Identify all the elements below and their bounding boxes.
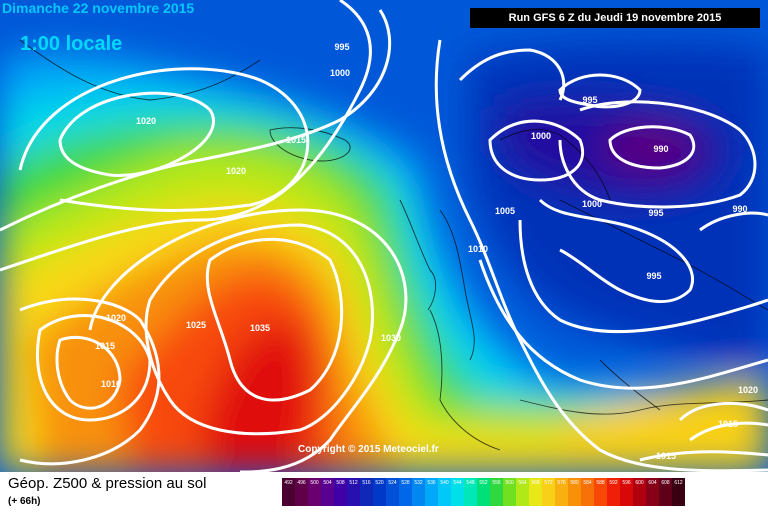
copyright-notice: Copyright © 2015 Meteociel.fr: [298, 444, 439, 455]
color-scale-cell: 560: [503, 478, 516, 506]
color-scale-cell: 572: [542, 478, 555, 506]
color-scale-label: 572: [544, 480, 553, 486]
isobar-label: 1005: [494, 206, 516, 216]
color-scale-cell: 552: [477, 478, 490, 506]
isobar-label: 1015: [655, 451, 677, 461]
isobar-label: 1015: [94, 341, 116, 351]
isobar-label: 1010: [100, 379, 122, 389]
color-scale-label: 504: [323, 480, 332, 486]
color-scale-cell: 584: [581, 478, 594, 506]
color-scale-label: 516: [362, 480, 371, 486]
color-scale-label: 508: [336, 480, 345, 486]
forecast-time: 1:00 locale: [20, 33, 123, 55]
color-scale-label: 556: [492, 480, 501, 486]
isobar-label: 1020: [225, 166, 247, 176]
color-scale-label: 524: [388, 480, 397, 486]
color-scale-label: 592: [609, 480, 618, 486]
color-scale-label: 588: [596, 480, 605, 486]
isobar-label: 1035: [249, 323, 271, 333]
color-scale-cell: 520: [373, 478, 386, 506]
color-scale-cell: 568: [529, 478, 542, 506]
forecast-date: Dimanche 22 novembre 2015: [2, 0, 195, 16]
color-scale-cell: 544: [451, 478, 464, 506]
isobar-label: 995: [582, 95, 598, 105]
isobar-label: 1020: [737, 385, 759, 395]
color-scale-label: 600: [635, 480, 644, 486]
isobar-label: 995: [646, 271, 662, 281]
color-scale-cell: 548: [464, 478, 477, 506]
legend-bar: Géop. Z500 & pression au sol (+ 66h) 492…: [0, 472, 768, 512]
color-scale-label: 544: [453, 480, 462, 486]
color-scale-cell: 508: [334, 478, 347, 506]
isobar-label: 1000: [581, 199, 603, 209]
color-scale-cell: 528: [399, 478, 412, 506]
color-scale-label: 496: [297, 480, 306, 486]
color-scale-label: 540: [440, 480, 449, 486]
isobar-label: 1015: [285, 135, 307, 145]
color-scale-label: 608: [661, 480, 670, 486]
color-scale-cell: 564: [516, 478, 529, 506]
isobar-label: 990: [653, 144, 669, 154]
color-scale-label: 580: [570, 480, 579, 486]
isobar-label: 1030: [380, 333, 402, 343]
color-scale-cell: 500: [308, 478, 321, 506]
isobar-label: 1025: [185, 320, 207, 330]
color-scale-label: 596: [622, 480, 631, 486]
isobar-label: 1000: [530, 131, 552, 141]
color-scale-label: 492: [284, 480, 293, 486]
color-scale-cell: 604: [646, 478, 659, 506]
color-scale-cell: 524: [386, 478, 399, 506]
color-scale-label: 528: [401, 480, 410, 486]
color-scale-cell: 580: [568, 478, 581, 506]
color-scale-cell: 504: [321, 478, 334, 506]
color-scale-label: 568: [531, 480, 540, 486]
color-scale-cell: 592: [607, 478, 620, 506]
color-scale-label: 584: [583, 480, 592, 486]
isobar-label: 990: [732, 204, 748, 214]
isobar-label: 995: [648, 208, 664, 218]
color-scale-cell: 512: [347, 478, 360, 506]
color-scale-cell: 600: [633, 478, 646, 506]
isobars: [0, 0, 768, 472]
legend-subtitle: (+ 66h): [8, 496, 41, 507]
color-scale-label: 548: [466, 480, 475, 486]
isobar-label: 1015: [717, 419, 739, 429]
color-scale-cell: 540: [438, 478, 451, 506]
isobar-label: 1020: [135, 116, 157, 126]
color-scale-cell: 612: [672, 478, 685, 506]
color-scale-label: 576: [557, 480, 566, 486]
legend-title: Géop. Z500 & pression au sol: [8, 475, 207, 492]
color-scale-cell: 532: [412, 478, 425, 506]
color-scale-label: 552: [479, 480, 488, 486]
color-scale-cell: 556: [490, 478, 503, 506]
color-scale-cell: 536: [425, 478, 438, 506]
color-scale-label: 500: [310, 480, 319, 486]
color-scale-cell: 588: [594, 478, 607, 506]
color-scale-label: 564: [518, 480, 527, 486]
isobar-label: 1000: [329, 68, 351, 78]
color-scale-cell: 492: [282, 478, 295, 506]
isobar-label: 1020: [105, 313, 127, 323]
color-scale-label: 536: [427, 480, 436, 486]
color-scale-label: 512: [349, 480, 358, 486]
run-info: Run GFS 6 Z du Jeudi 19 novembre 2015: [470, 8, 760, 28]
color-scale-label: 612: [674, 480, 683, 486]
color-scale-cell: 596: [620, 478, 633, 506]
isobar-label: 1010: [467, 244, 489, 254]
color-scale-cell: 516: [360, 478, 373, 506]
color-scale-cell: 576: [555, 478, 568, 506]
color-scale-label: 520: [375, 480, 384, 486]
color-scale-cell: 608: [659, 478, 672, 506]
geopotential-map: [0, 0, 768, 472]
color-scale-cell: 496: [295, 478, 308, 506]
color-scale: 492 496 500 504 508 512 516 520 524 528 532 536 540 5…: [282, 478, 685, 506]
color-scale-label: 560: [505, 480, 514, 486]
isobar-label: 995: [334, 42, 350, 52]
color-scale-label: 604: [648, 480, 657, 486]
color-scale-label: 532: [414, 480, 423, 486]
